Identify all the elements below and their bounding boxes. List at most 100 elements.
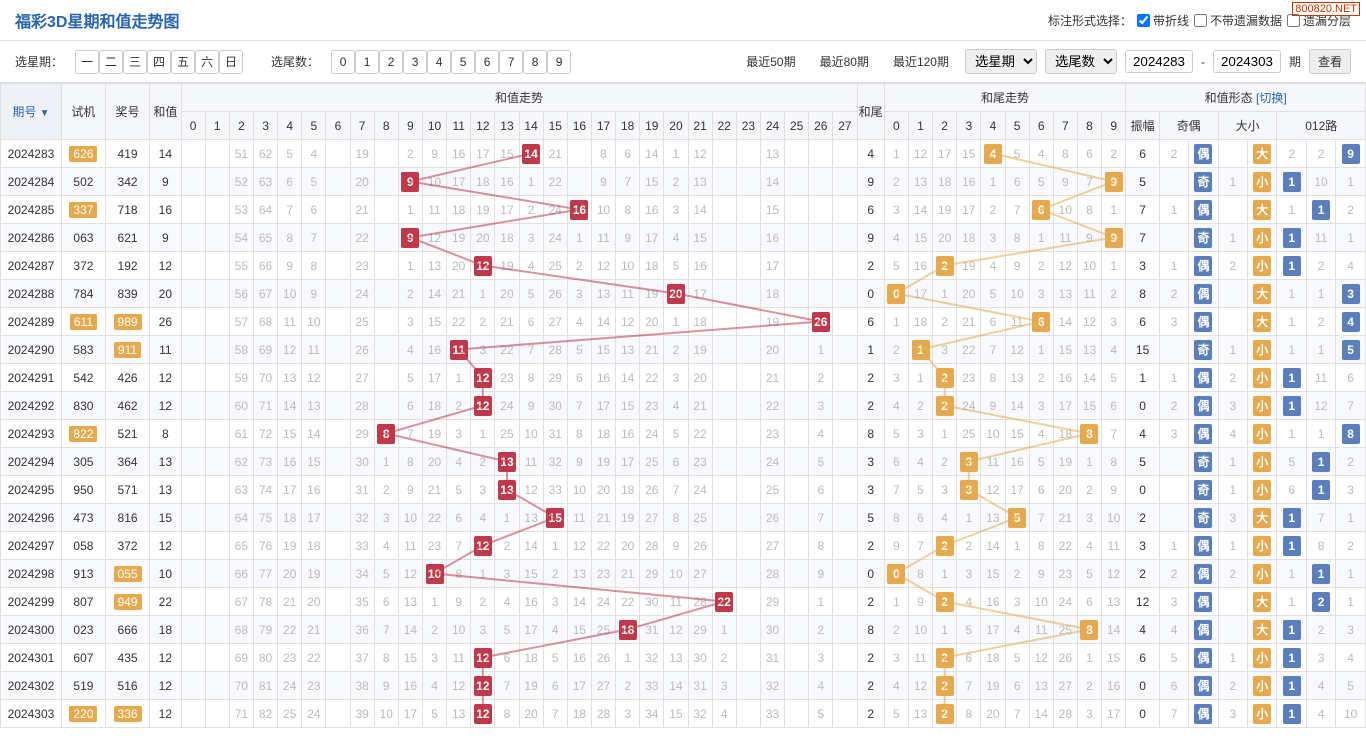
recent-50[interactable]: 最近50期 [738,50,803,73]
opt-with-line[interactable]: 带折线 [1137,12,1189,29]
hz-miss: 78 [253,588,277,616]
tail-btn-3[interactable]: 3 [403,50,427,74]
cell-lu2: 3 [1336,280,1366,308]
hz-miss [833,448,857,476]
hz-miss: 4 [519,252,543,280]
hz-miss [833,644,857,672]
cell-lu1: 7 [1306,504,1335,532]
cell-hz: 10 [150,560,181,588]
cell-hw: 8 [857,616,884,644]
hw-miss: 12 [1005,336,1029,364]
hw-miss: 14 [981,532,1005,560]
select-tail[interactable]: 选尾数 [1045,49,1117,74]
cell-dx: 小 [1248,532,1277,560]
week-btn-六[interactable]: 六 [195,50,219,74]
hz-miss [181,560,205,588]
cell-hz: 12 [150,672,181,700]
recent-80[interactable]: 最近80期 [812,50,877,73]
week-btn-日[interactable]: 日 [219,50,243,74]
hw-miss: 10 [1005,280,1029,308]
cell-jo: 偶 [1189,196,1218,224]
hz-miss [785,308,809,336]
view-button[interactable]: 查看 [1309,49,1351,74]
tail-btn-8[interactable]: 8 [523,50,547,74]
tail-btn-6[interactable]: 6 [475,50,499,74]
week-btn-四[interactable]: 四 [147,50,171,74]
hw-miss: 8 [1102,448,1126,476]
select-week[interactable]: 选星期 [965,49,1037,74]
cell-lu2: 4 [1336,308,1366,336]
hz-miss [785,532,809,560]
hz-hit: 14 [519,140,543,168]
cell-period: 2024291 [1,364,62,392]
hz-miss: 4 [809,672,833,700]
cell-shiji: 830 [61,392,105,420]
tail-btn-0[interactable]: 0 [331,50,355,74]
cell-hw: 2 [857,700,884,728]
range-from[interactable] [1125,50,1193,73]
checkbox-line[interactable] [1137,14,1150,27]
hz-miss: 26 [640,476,664,504]
hz-miss: 20 [302,588,326,616]
cell-period: 2024283 [1,140,62,168]
switch-link[interactable]: [切换] [1256,91,1287,105]
hz-miss: 14 [519,532,543,560]
hz-miss: 9 [591,168,615,196]
hw-miss: 24 [1053,588,1077,616]
tail-btn-5[interactable]: 5 [451,50,475,74]
hz-miss: 22 [640,364,664,392]
cell-lu1: 4 [1306,700,1335,728]
table-row: 2024284502342952636520910171816122971521… [1,168,1366,196]
hw-miss: 5 [1005,644,1029,672]
week-btn-二[interactable]: 二 [99,50,123,74]
cell-lu2: 4 [1336,644,1366,672]
cell-hw: 9 [857,168,884,196]
tail-btn-1[interactable]: 1 [355,50,379,74]
recent-120[interactable]: 最近120期 [885,50,957,73]
week-btn-一[interactable]: 一 [75,50,99,74]
cell-shiji: 058 [61,532,105,560]
hz-miss: 64 [229,504,253,532]
hz-miss: 21 [350,196,374,224]
cell-dx: 小 [1248,700,1277,728]
table-row: 2024285337718165364762111118191722416108… [1,196,1366,224]
tail-btn-7[interactable]: 7 [499,50,523,74]
hz-miss: 5 [809,448,833,476]
hz-miss [181,140,205,168]
tail-label: 选尾数： [271,53,319,70]
hz-miss: 75 [253,504,277,532]
hz-hit: 11 [447,336,471,364]
week-btn-五[interactable]: 五 [171,50,195,74]
tail-btn-9[interactable]: 9 [547,50,571,74]
hw-miss: 14 [1077,364,1101,392]
hz-miss: 5 [278,140,302,168]
tail-btn-4[interactable]: 4 [427,50,451,74]
checkbox-nomiss[interactable] [1194,14,1207,27]
cell-lu0: 1 [1277,168,1306,196]
hz-miss [712,532,736,560]
cell-jo: 奇 [1189,336,1218,364]
cell-dx-miss: 2 [1218,252,1247,280]
cell-period: 2024296 [1,504,62,532]
hz-miss: 21 [447,280,471,308]
hz-miss: 12 [567,532,591,560]
hz-miss: 16 [422,336,446,364]
hw-miss: 19 [981,672,1005,700]
hz-miss: 4 [712,700,736,728]
hw-hit: 2 [933,364,957,392]
cell-jo: 奇 [1189,224,1218,252]
range-to[interactable] [1213,50,1281,73]
hz-miss: 22 [616,588,640,616]
hz-miss [736,336,760,364]
tail-btn-2[interactable]: 2 [379,50,403,74]
col-period[interactable]: 期号 ▼ [1,84,62,140]
hw-miss: 7 [1005,700,1029,728]
opt-no-miss[interactable]: 不带遗漏数据 [1194,12,1282,29]
hz-miss: 7 [664,476,688,504]
hz-miss: 15 [519,560,543,588]
hz-miss: 11 [591,224,615,252]
hz-col-0: 0 [181,112,205,140]
hw-hit: 5 [1005,504,1029,532]
cell-jiang: 364 [105,448,149,476]
week-btn-三[interactable]: 三 [123,50,147,74]
